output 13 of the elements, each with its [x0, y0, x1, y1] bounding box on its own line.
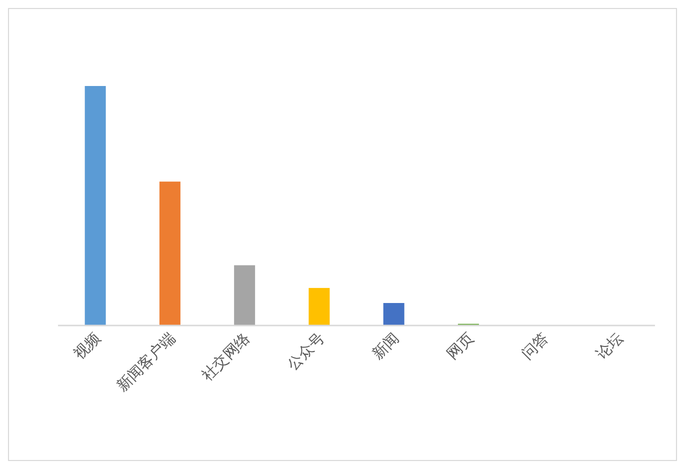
x-tick-label: 社交网络: [198, 330, 254, 384]
x-tick-label: 问答: [518, 330, 552, 364]
x-tick-label: 视频: [70, 330, 104, 364]
x-tick-label: 论坛: [593, 330, 627, 364]
bar: [84, 86, 106, 325]
x-tick-label: 公众号: [284, 330, 328, 374]
x-tick-label: 网页: [444, 330, 478, 364]
bar: [234, 265, 256, 325]
bar: [383, 303, 404, 325]
bar: [308, 288, 330, 325]
x-tick-label: 新闻客户端: [114, 330, 179, 395]
bar: [159, 182, 180, 325]
x-tick-label: 新闻: [369, 330, 403, 364]
